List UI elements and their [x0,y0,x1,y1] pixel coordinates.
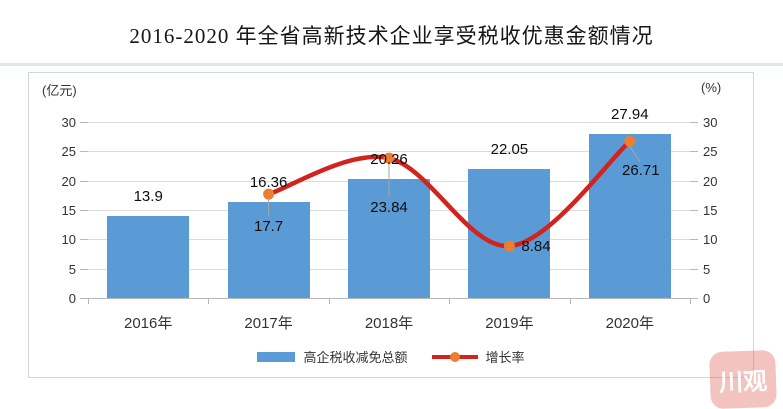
bar-value-label: 16.36 [249,174,288,192]
left-axis-tick [80,239,88,241]
growth-rate-value-label: 8.84 [521,238,551,256]
x-axis-tick [449,298,451,304]
right-axis-unit-label: (%) [701,80,722,95]
x-axis-tick [88,298,89,304]
right-axis-tick-label: 30 [703,115,718,130]
gridline [88,122,690,123]
x-axis-category-label: 2018年 [364,315,414,332]
x-axis-category-label: 2016年 [124,315,173,332]
x-axis-category-label: 2020年 [605,315,654,332]
tax-reduction-bar [227,202,310,298]
bar-value-label: 22.05 [490,140,529,158]
right-axis-tick-label: 25 [703,144,718,160]
left-axis-tick-label: 25 [61,144,76,160]
growth-rate-value-label: 23.84 [370,199,408,217]
legend-bar-label: 高企税收减免总额 [303,350,408,365]
tax-reduction-bar [588,134,671,298]
legend-line-label: 增长率 [485,350,525,365]
growth-rate-value-label: 17.7 [253,218,284,236]
bar-value-label: 13.9 [133,188,163,206]
left-axis-tick [80,210,88,211]
left-axis-tick-label: 5 [68,261,76,277]
right-axis-tick-label: 15 [703,203,718,218]
x-axis-category-label: 2017年 [244,315,293,332]
tax-reduction-bar [107,216,190,298]
right-axis-tick [690,122,698,123]
tax-reduction-bar [348,179,430,298]
right-axis-tick [690,151,698,153]
chart-legend: 高企税收减免总额 增长率 [28,347,754,366]
right-axis-tick-label: 20 [703,173,718,189]
left-axis-tick-label: 30 [61,115,76,130]
right-axis-tick [690,210,698,211]
x-axis-tick [690,298,691,304]
left-axis-tick [80,122,88,123]
bar-value-label: 20.26 [370,151,408,169]
right-axis-tick-label: 0 [703,291,711,306]
x-axis-tick [328,298,330,304]
left-axis-tick-label: 10 [61,232,76,248]
title-divider-line [0,63,783,66]
left-axis-tick-label: 20 [61,173,76,189]
left-axis-tick-label: 0 [68,291,76,306]
bar-value-label: 27.94 [611,106,649,124]
x-axis-tick [569,298,571,304]
legend-bar-swatch [257,351,296,362]
left-axis-unit-label: (亿元) [42,83,77,98]
right-axis-tick-label: 10 [703,232,718,248]
left-axis-tick [80,151,88,153]
right-axis-tick-label: 5 [703,261,711,277]
legend-line-swatch [431,351,478,362]
right-axis-tick [690,268,698,270]
x-axis-category-label: 2019年 [485,315,534,332]
right-axis-tick [690,239,698,241]
x-axis-line [80,298,698,299]
left-axis-tick [80,268,88,270]
left-axis-tick-label: 15 [61,203,76,218]
x-axis-tick [208,298,210,304]
right-axis-tick [690,180,698,182]
growth-rate-value-label: 26.71 [622,162,660,180]
legend-line-marker-icon [449,351,460,362]
tax-reduction-bar [468,168,551,298]
chart-title: 2016-2020 年全省高新技术企业享受税收优惠金额情况 [129,24,654,48]
left-axis-tick [80,180,88,182]
chuanguan-watermark-badge: 川观 [709,349,777,409]
